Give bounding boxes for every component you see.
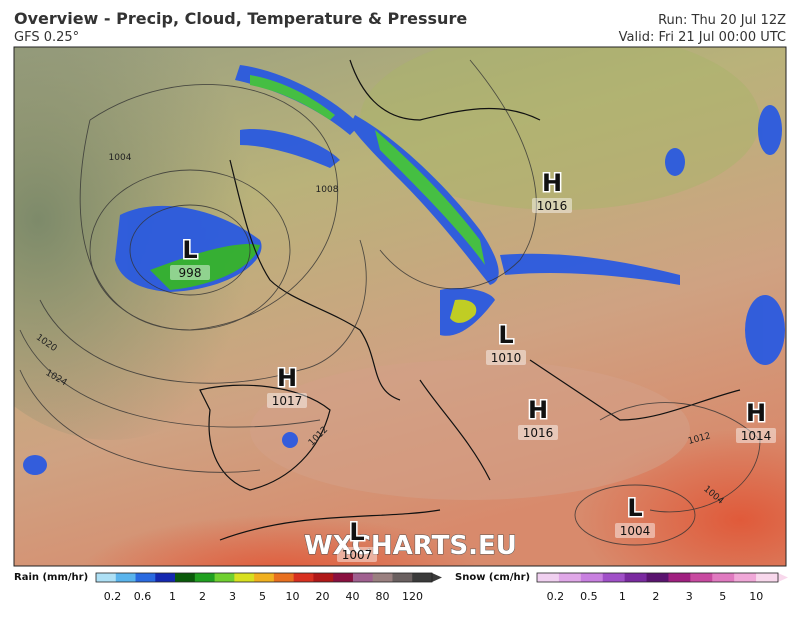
legend-swatch xyxy=(234,573,255,582)
legends: Rain (mm/hr) Snow (cm/hr) 0.2 0.6 1 2 3 5 10 20… xyxy=(14,572,788,603)
legend-tick: 10 xyxy=(749,590,763,603)
center-value: 1010 xyxy=(491,351,522,365)
legend-tick: 120 xyxy=(402,590,423,603)
center-value-box xyxy=(486,350,526,365)
center-value-box xyxy=(170,265,210,280)
legend-tick: 3 xyxy=(229,590,236,603)
pressure-centers: L 998 H 1016 L 1010 H 1017 H 1016 H 1014 L 1004 L 1007 xyxy=(170,168,776,562)
precipitation xyxy=(23,65,785,475)
center-value: 1007 xyxy=(342,548,373,562)
legend-swatch xyxy=(537,573,560,582)
legend-tick: 3 xyxy=(686,590,693,603)
legend-swatch xyxy=(313,573,334,582)
legend-tick: 0.5 xyxy=(580,590,598,603)
legend-swatch xyxy=(175,573,196,582)
center-letter: L xyxy=(498,321,513,349)
legend-tick: 1 xyxy=(169,590,176,603)
valid-time: Valid: Fri 21 Jul 00:00 UTC xyxy=(619,30,786,45)
center-value-box xyxy=(337,547,377,562)
center-letter: L xyxy=(627,494,642,522)
legend-swatch xyxy=(624,573,648,582)
legend-swatch xyxy=(602,573,626,582)
legend-swatch xyxy=(756,573,779,582)
isobars xyxy=(19,59,761,546)
sea-shade xyxy=(250,360,690,500)
center-value: 1004 xyxy=(620,524,651,538)
center-value-box xyxy=(267,393,307,408)
coastlines xyxy=(199,59,741,541)
isobar-label: 1004 xyxy=(109,153,132,163)
map-frame xyxy=(13,46,787,567)
center-letter: L xyxy=(182,236,197,264)
legend-swatch xyxy=(194,573,216,582)
center-value-box xyxy=(518,425,558,440)
legend-swatch xyxy=(690,573,713,582)
center-letter: H xyxy=(542,169,562,197)
land-shade xyxy=(360,47,760,210)
watermark: WXCHARTS.EU xyxy=(304,531,517,561)
legend-tick: 80 xyxy=(376,590,390,603)
legend-swatch xyxy=(712,573,735,582)
heat-area xyxy=(82,515,478,566)
legend-swatch xyxy=(372,573,393,582)
center-value: 998 xyxy=(179,266,202,280)
legend-swatch xyxy=(352,573,374,582)
legend-swatch xyxy=(96,573,117,582)
legend-tick: 20 xyxy=(316,590,330,603)
rain-legend-title: Rain (mm/hr) xyxy=(14,572,88,583)
legend-tick: 5 xyxy=(719,590,726,603)
run-time: Run: Thu 20 Jul 12Z xyxy=(658,13,786,28)
center-value: 1014 xyxy=(741,429,772,443)
center-value: 1016 xyxy=(523,426,554,440)
legend-tick: 2 xyxy=(199,590,206,603)
model-name: GFS 0.25° xyxy=(14,30,79,45)
legend-swatch xyxy=(254,573,275,582)
legend-swatch xyxy=(214,573,235,582)
center-value-box xyxy=(615,523,655,538)
legend-frame xyxy=(536,572,779,583)
legend-tick: 0.6 xyxy=(134,590,152,603)
legend-swatch xyxy=(333,573,354,582)
legend-swatch xyxy=(392,573,413,582)
legend-swatch xyxy=(273,573,295,582)
map-title: Overview - Precip, Cloud, Temperature & … xyxy=(14,9,467,28)
legend-arrow xyxy=(432,573,442,582)
center-letter: H xyxy=(277,364,297,392)
legend-tick: 2 xyxy=(652,590,659,603)
legend-arrow xyxy=(778,573,788,582)
legend-swatch xyxy=(293,573,314,582)
center-value: 1017 xyxy=(272,394,303,408)
legend-swatch xyxy=(668,573,691,582)
center-value: 1016 xyxy=(537,199,568,213)
legend-tick: 5 xyxy=(259,590,266,603)
center-value-box xyxy=(532,198,572,213)
legend-swatch xyxy=(135,573,156,582)
center-letter: H xyxy=(746,399,766,427)
center-letter: L xyxy=(349,518,364,546)
legend-swatch xyxy=(580,573,604,582)
legend-tick: 0.2 xyxy=(547,590,565,603)
legend-swatch xyxy=(558,573,582,582)
legend-swatch xyxy=(155,573,176,582)
center-value-box xyxy=(736,428,776,443)
legend-frame xyxy=(95,572,433,583)
legend-swatch xyxy=(412,573,433,582)
legend-tick: 40 xyxy=(346,590,360,603)
legend-swatch xyxy=(646,573,669,582)
legend-tick: 1 xyxy=(619,590,626,603)
legend-swatch xyxy=(115,573,137,582)
legend-tick: 0.2 xyxy=(104,590,122,603)
legend-swatch xyxy=(734,573,757,582)
center-letter: H xyxy=(528,396,548,424)
snow-legend-title: Snow (cm/hr) xyxy=(455,572,530,583)
legend-tick: 10 xyxy=(286,590,300,603)
isobar-label: 1008 xyxy=(316,185,339,195)
